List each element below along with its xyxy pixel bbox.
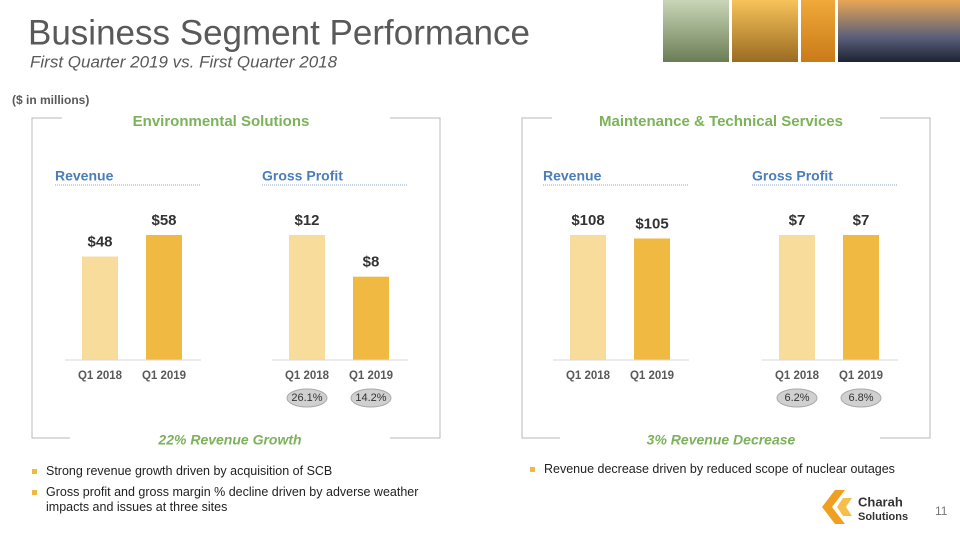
photo bbox=[801, 0, 835, 62]
panel-summary: 22% Revenue Growth bbox=[157, 432, 301, 448]
annotation-badge bbox=[776, 388, 818, 408]
x-tick-label: Q1 2019 bbox=[142, 370, 186, 382]
value-label: $58 bbox=[151, 212, 176, 229]
annotation: 26.1% bbox=[291, 392, 322, 404]
panel-title: Maintenance & Technical Services bbox=[599, 113, 843, 130]
x-tick-label: Q1 2018 bbox=[775, 370, 820, 382]
logo-name: Charah bbox=[858, 494, 903, 509]
value-label: $108 bbox=[571, 212, 604, 229]
bar bbox=[570, 235, 606, 360]
panel-title: Environmental Solutions bbox=[133, 113, 310, 130]
x-tick-label: Q1 2018 bbox=[285, 370, 330, 382]
bar bbox=[289, 235, 325, 360]
value-label: $7 bbox=[789, 212, 806, 229]
x-tick-label: Q1 2018 bbox=[566, 370, 611, 382]
photo bbox=[838, 0, 960, 62]
bullet-list: Revenue decrease driven by reduced scope… bbox=[528, 462, 948, 483]
bullet: Gross profit and gross margin % decline … bbox=[30, 485, 450, 515]
bar bbox=[82, 256, 118, 360]
value-label: $105 bbox=[635, 215, 668, 232]
annotation-badge bbox=[286, 388, 328, 408]
value-label: $12 bbox=[294, 212, 319, 229]
panel-frame bbox=[31, 117, 931, 439]
value-label: $48 bbox=[87, 234, 112, 251]
photo bbox=[663, 0, 729, 62]
logo: Charah Solutions bbox=[822, 490, 908, 524]
bar bbox=[146, 235, 182, 360]
units-note: ($ in millions) bbox=[12, 93, 89, 107]
bar bbox=[634, 238, 670, 360]
chart-title: Gross Profit bbox=[262, 168, 343, 184]
photo bbox=[732, 0, 798, 62]
bar bbox=[779, 235, 815, 360]
bar bbox=[843, 235, 879, 360]
x-tick-label: Q1 2019 bbox=[630, 370, 674, 382]
panel-summary: 3% Revenue Decrease bbox=[647, 432, 796, 448]
logo-sub: Solutions bbox=[858, 511, 908, 523]
annotation-badge bbox=[350, 388, 392, 408]
slide-title: Business Segment Performance bbox=[28, 13, 530, 52]
value-label: $7 bbox=[853, 212, 870, 229]
bullet: Strong revenue growth driven by acquisit… bbox=[30, 464, 450, 479]
x-tick-label: Q1 2019 bbox=[349, 370, 393, 382]
annotation: 6.2% bbox=[784, 392, 809, 404]
bar bbox=[353, 276, 389, 360]
bullet-list: Strong revenue growth driven by acquisit… bbox=[30, 464, 450, 521]
chart-title: Revenue bbox=[55, 168, 114, 184]
page-number: 11 bbox=[935, 504, 948, 518]
chart-title: Revenue bbox=[543, 168, 602, 184]
annotation: 6.8% bbox=[848, 392, 873, 404]
value-label: $8 bbox=[363, 254, 380, 271]
slide-subtitle: First Quarter 2019 vs. First Quarter 201… bbox=[30, 52, 338, 71]
annotation-badge bbox=[840, 388, 882, 408]
chart-title: Gross Profit bbox=[752, 168, 833, 184]
x-tick-label: Q1 2019 bbox=[839, 370, 883, 382]
annotation: 14.2% bbox=[355, 392, 386, 404]
x-tick-label: Q1 2018 bbox=[78, 370, 123, 382]
bullet: Revenue decrease driven by reduced scope… bbox=[528, 462, 948, 477]
